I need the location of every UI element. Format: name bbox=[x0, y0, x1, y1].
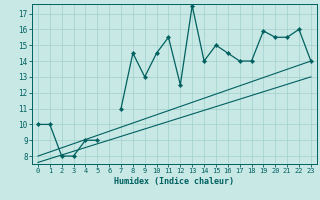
X-axis label: Humidex (Indice chaleur): Humidex (Indice chaleur) bbox=[115, 177, 234, 186]
